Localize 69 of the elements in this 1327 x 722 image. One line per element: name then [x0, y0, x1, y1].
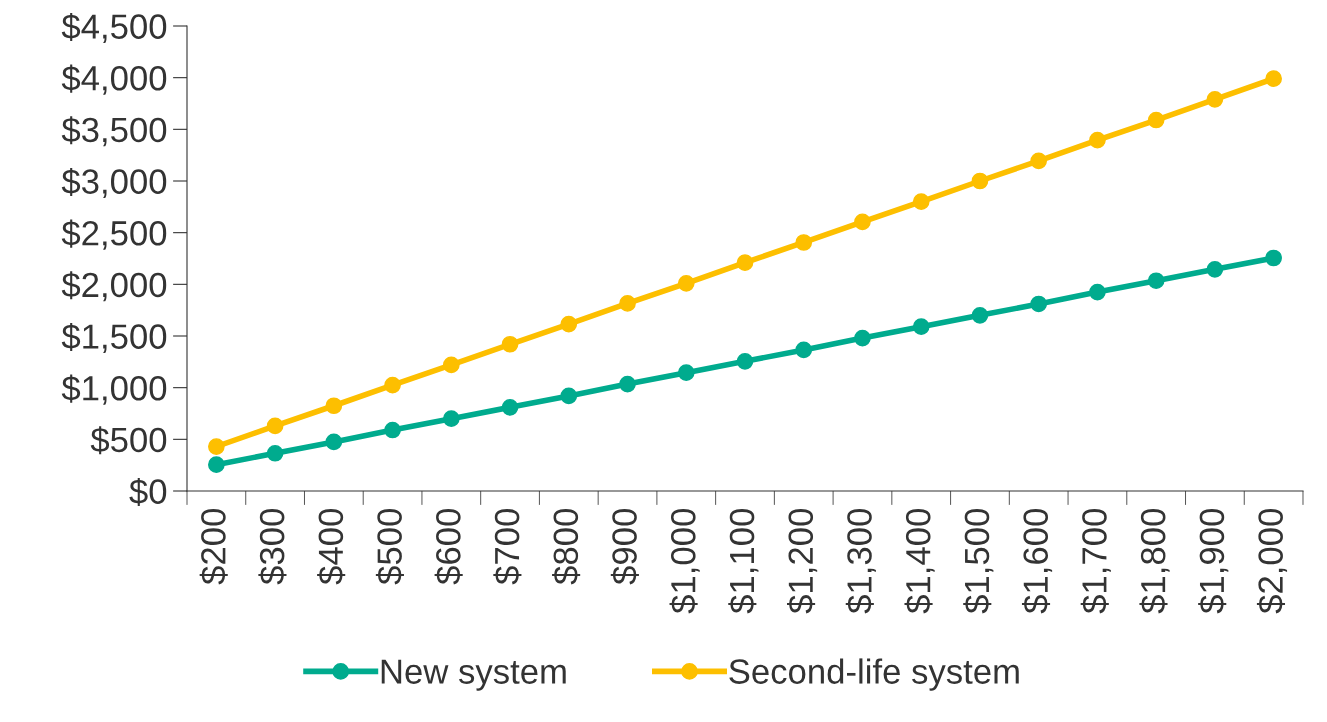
x-tick-label: $1,800	[1139, 509, 1170, 614]
x-tick-label: $300	[258, 509, 287, 585]
point	[1206, 261, 1224, 278]
point	[619, 375, 636, 393]
point	[266, 444, 284, 462]
point	[1030, 152, 1048, 170]
point	[266, 417, 284, 435]
x-tick-label: $1,900	[1198, 509, 1229, 614]
point	[736, 254, 754, 271]
point	[912, 318, 930, 336]
point	[1089, 283, 1106, 301]
point	[795, 341, 813, 359]
legend-label: Second-life system	[729, 658, 1019, 691]
point	[1030, 295, 1048, 313]
point	[325, 433, 343, 451]
point	[442, 410, 460, 428]
point	[1147, 111, 1165, 129]
point	[501, 335, 519, 353]
x-tick-label: $200	[199, 509, 228, 585]
x-tick-label: $1,100	[728, 509, 759, 614]
y-tick-label: $2,000	[61, 271, 167, 302]
y-tick-label: $3,500	[61, 116, 167, 147]
x-tick-label: $1,300	[845, 509, 876, 614]
point	[795, 234, 813, 251]
x-tick-label: $600	[434, 509, 463, 585]
point	[619, 295, 636, 312]
point	[1089, 131, 1106, 149]
x-tick-label: $1,000	[669, 509, 700, 614]
x-tick-label: $1,700	[1080, 509, 1111, 614]
x-tick-label: $400	[317, 509, 346, 585]
point	[1265, 249, 1282, 267]
y-tick-label: $4,500	[61, 12, 167, 44]
point	[677, 364, 695, 382]
y-tick-label: $0	[129, 477, 167, 506]
x-tick-label: $500	[375, 509, 404, 585]
y-tick-label: $2,500	[61, 219, 167, 250]
point	[501, 398, 519, 416]
y-tick-label: $4,000	[61, 64, 167, 95]
point	[1147, 272, 1165, 290]
point	[736, 352, 754, 370]
point	[384, 376, 401, 394]
point	[677, 274, 695, 292]
x-tick-label: $1,200	[787, 509, 818, 614]
point	[854, 329, 871, 347]
point	[912, 193, 930, 211]
point	[442, 356, 460, 374]
point	[971, 172, 989, 190]
x-tick-label: $2,000	[1256, 509, 1288, 614]
point	[208, 438, 225, 455]
y-tick-label: $1,000	[61, 374, 167, 405]
point	[208, 456, 225, 473]
x-tick-label: $900	[610, 509, 639, 585]
y-tick-label: $1,500	[61, 322, 167, 354]
point	[560, 315, 578, 333]
y-tick-label: $3,000	[61, 167, 167, 199]
legend-label: New system	[381, 659, 566, 691]
x-tick-label: $800	[552, 509, 581, 585]
point	[1265, 70, 1282, 88]
x-tick-label: $1,400	[904, 509, 935, 614]
x-tick-label: $1,600	[1021, 509, 1053, 614]
y-tick-label: $500	[90, 426, 167, 455]
point	[1206, 91, 1224, 108]
point	[971, 306, 989, 324]
point	[854, 213, 871, 231]
x-tick-label: $700	[493, 509, 522, 585]
point	[384, 421, 401, 439]
point	[560, 387, 578, 405]
x-tick-label: $1,500	[963, 509, 994, 614]
point	[325, 397, 343, 415]
